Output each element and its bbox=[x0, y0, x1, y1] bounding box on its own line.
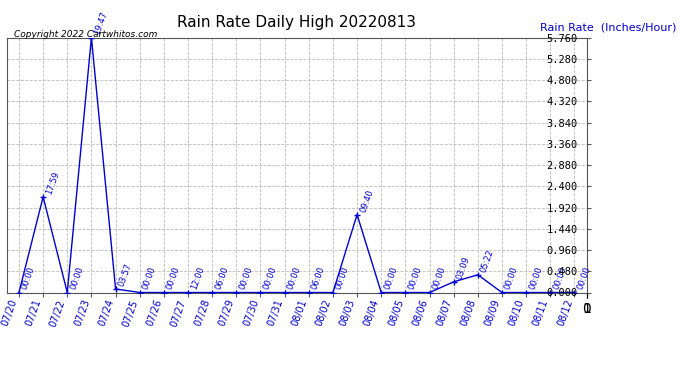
Text: Rain Rate  (Inches/Hour): Rain Rate (Inches/Hour) bbox=[540, 22, 676, 33]
Text: 00:00: 00:00 bbox=[407, 266, 424, 291]
Text: 00:00: 00:00 bbox=[335, 266, 351, 291]
Text: 00:00: 00:00 bbox=[552, 266, 569, 291]
Text: 12:00: 12:00 bbox=[190, 266, 206, 291]
Text: 06:00: 06:00 bbox=[310, 266, 327, 291]
Text: 00:00: 00:00 bbox=[431, 266, 448, 291]
Text: 17:59: 17:59 bbox=[45, 170, 61, 195]
Text: 00:00: 00:00 bbox=[576, 266, 593, 291]
Text: 00:00: 00:00 bbox=[262, 266, 279, 291]
Text: 00:00: 00:00 bbox=[69, 266, 86, 291]
Text: 00:00: 00:00 bbox=[238, 266, 255, 291]
Text: Copyright 2022 Cartwhitos.com: Copyright 2022 Cartwhitos.com bbox=[14, 30, 157, 39]
Text: 00:00: 00:00 bbox=[504, 266, 520, 291]
Text: 05:22: 05:22 bbox=[480, 248, 496, 273]
Text: 00:00: 00:00 bbox=[286, 266, 303, 291]
Text: 00:00: 00:00 bbox=[166, 266, 182, 291]
Text: 00:00: 00:00 bbox=[21, 266, 37, 291]
Text: 00:00: 00:00 bbox=[528, 266, 544, 291]
Text: Rain Rate Daily High 20220813: Rain Rate Daily High 20220813 bbox=[177, 15, 416, 30]
Text: 03:57: 03:57 bbox=[117, 262, 134, 288]
Text: 09:40: 09:40 bbox=[359, 188, 375, 213]
Text: 03:09: 03:09 bbox=[455, 255, 472, 280]
Text: 19:47: 19:47 bbox=[93, 10, 110, 36]
Text: 06:00: 06:00 bbox=[214, 266, 230, 291]
Text: 00:00: 00:00 bbox=[141, 266, 158, 291]
Text: 00:00: 00:00 bbox=[383, 266, 400, 291]
